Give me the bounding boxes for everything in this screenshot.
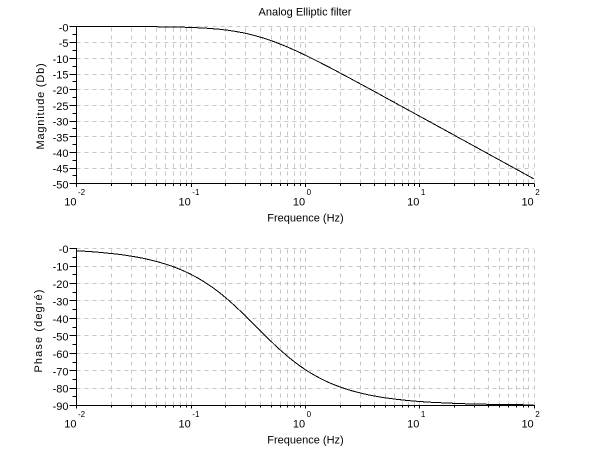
svg-text:10: 10 [521,197,533,209]
svg-text:0: 0 [307,410,312,419]
svg-text:10: 10 [179,197,191,209]
svg-text:10: 10 [407,419,419,431]
svg-text:-15: -15 [53,70,69,82]
svg-text:-0: -0 [59,23,69,35]
svg-text:10: 10 [407,197,419,209]
svg-text:2: 2 [535,188,540,197]
svg-text:-50: -50 [53,179,69,191]
svg-text:-2: -2 [78,188,86,197]
svg-text:-30: -30 [53,297,69,309]
svg-text:-1: -1 [192,188,200,197]
svg-text:-80: -80 [53,384,69,396]
svg-text:-50: -50 [53,331,69,343]
svg-text:10: 10 [293,419,305,431]
svg-text:-1: -1 [192,410,200,419]
svg-text:-45: -45 [53,164,69,176]
svg-text:Phase (degré): Phase (degré) [33,288,45,372]
svg-text:-60: -60 [53,349,69,361]
svg-text:-30: -30 [53,117,69,129]
svg-text:-10: -10 [53,262,69,274]
svg-text:-70: -70 [53,366,69,378]
svg-text:-10: -10 [53,54,69,66]
svg-text:0: 0 [307,188,312,197]
svg-text:1: 1 [421,188,426,197]
svg-text:2: 2 [535,410,540,419]
svg-text:-20: -20 [53,85,69,97]
svg-text:-90: -90 [53,401,69,413]
svg-text:Analog Elliptic filter: Analog Elliptic filter [259,7,352,19]
svg-text:-2: -2 [78,410,86,419]
svg-text:Magnitude (Db): Magnitude (Db) [35,62,47,149]
svg-text:1: 1 [421,410,426,419]
svg-text:10: 10 [179,419,191,431]
svg-text:-40: -40 [53,314,69,326]
svg-text:-25: -25 [53,101,69,113]
svg-text:-5: -5 [59,38,69,50]
svg-text:-0: -0 [59,244,69,256]
svg-text:10: 10 [293,197,305,209]
svg-text:10: 10 [64,197,76,209]
svg-text:10: 10 [64,419,76,431]
svg-text:Frequence (Hz): Frequence (Hz) [267,213,343,225]
svg-text:Frequence (Hz): Frequence (Hz) [267,435,343,447]
svg-text:-35: -35 [53,132,69,144]
svg-text:-20: -20 [53,279,69,291]
svg-text:10: 10 [521,419,533,431]
svg-text:-40: -40 [53,148,69,160]
